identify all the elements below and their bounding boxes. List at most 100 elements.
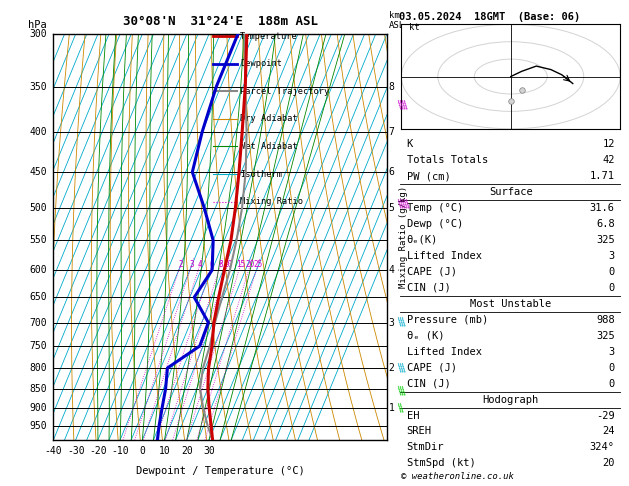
Text: 0: 0: [609, 379, 615, 389]
Text: 25: 25: [253, 260, 263, 269]
Text: 300: 300: [29, 29, 47, 39]
Text: 4: 4: [198, 260, 203, 269]
Text: 0: 0: [609, 283, 615, 293]
Text: Totals Totals: Totals Totals: [407, 155, 488, 165]
Text: 400: 400: [29, 127, 47, 137]
Text: /: /: [395, 100, 406, 111]
Text: SREH: SREH: [407, 427, 431, 436]
Text: StmDir: StmDir: [407, 442, 444, 452]
Text: CAPE (J): CAPE (J): [407, 363, 457, 373]
Text: 5: 5: [389, 203, 394, 213]
Text: /: /: [395, 317, 406, 328]
Text: 8: 8: [218, 260, 223, 269]
Text: CIN (J): CIN (J): [407, 283, 450, 293]
Text: Most Unstable: Most Unstable: [470, 299, 552, 309]
Text: 30°08'N  31°24'E  188m ASL: 30°08'N 31°24'E 188m ASL: [123, 15, 318, 28]
Text: θₑ (K): θₑ (K): [407, 330, 444, 341]
Text: Mixing Ratio: Mixing Ratio: [240, 197, 303, 206]
Text: 600: 600: [29, 265, 47, 275]
Text: θₑ(K): θₑ(K): [407, 235, 438, 245]
Text: Hodograph: Hodograph: [482, 395, 539, 404]
Text: EH: EH: [407, 411, 419, 420]
Text: 31.6: 31.6: [590, 203, 615, 213]
Text: 8: 8: [389, 82, 394, 91]
Text: 324°: 324°: [590, 442, 615, 452]
Text: /: /: [397, 362, 408, 374]
Text: -40: -40: [45, 446, 62, 456]
Text: 15: 15: [237, 260, 245, 269]
Text: 950: 950: [29, 421, 47, 432]
Text: /: /: [399, 362, 409, 374]
Text: Temp (°C): Temp (°C): [407, 203, 463, 213]
Text: /: /: [395, 362, 406, 374]
Text: PW (cm): PW (cm): [407, 171, 450, 181]
Text: 2: 2: [179, 260, 183, 269]
Text: 6: 6: [209, 260, 214, 269]
Text: 3: 3: [389, 317, 394, 328]
Text: Lifted Index: Lifted Index: [407, 347, 482, 357]
Text: /: /: [397, 317, 408, 328]
Text: /: /: [397, 402, 408, 414]
Text: Dewpoint: Dewpoint: [240, 59, 282, 68]
Text: 4: 4: [389, 265, 394, 275]
Text: hPa: hPa: [28, 20, 47, 30]
Text: 10: 10: [159, 446, 170, 456]
Text: 500: 500: [29, 203, 47, 213]
Text: /: /: [399, 385, 409, 396]
Text: CAPE (J): CAPE (J): [407, 267, 457, 277]
Text: /: /: [403, 199, 413, 210]
Text: /: /: [399, 317, 409, 328]
Text: Lifted Index: Lifted Index: [407, 251, 482, 261]
Text: Dewp (°C): Dewp (°C): [407, 219, 463, 229]
Text: kt: kt: [409, 22, 420, 32]
Text: Isotherm: Isotherm: [240, 170, 282, 178]
Text: 3: 3: [189, 260, 194, 269]
Text: 0: 0: [609, 363, 615, 373]
Text: Dewpoint / Temperature (°C): Dewpoint / Temperature (°C): [136, 466, 304, 476]
Text: 6.8: 6.8: [596, 219, 615, 229]
Text: km
ASL: km ASL: [389, 11, 404, 30]
Text: 550: 550: [29, 235, 47, 245]
Text: 3: 3: [609, 251, 615, 261]
Text: Dry Adiabat: Dry Adiabat: [240, 114, 298, 123]
Text: K: K: [407, 139, 413, 149]
Text: Pressure (mb): Pressure (mb): [407, 315, 488, 325]
Text: 6: 6: [389, 167, 394, 177]
Text: Temperature: Temperature: [240, 32, 298, 40]
Text: /: /: [397, 199, 408, 210]
Text: 7: 7: [389, 127, 394, 137]
Text: -10: -10: [111, 446, 129, 456]
Text: Mixing Ratio (g/kg): Mixing Ratio (g/kg): [399, 186, 408, 288]
Text: 2: 2: [389, 363, 394, 373]
Text: 325: 325: [596, 330, 615, 341]
Text: 1: 1: [389, 403, 394, 413]
Text: 1.71: 1.71: [590, 171, 615, 181]
Text: CIN (J): CIN (J): [407, 379, 450, 389]
Text: StmSpd (kt): StmSpd (kt): [407, 458, 476, 469]
Text: 450: 450: [29, 167, 47, 177]
Text: 800: 800: [29, 363, 47, 373]
Text: /: /: [395, 199, 406, 210]
Text: -29: -29: [596, 411, 615, 420]
Text: 0: 0: [140, 446, 145, 456]
Text: /: /: [397, 385, 408, 396]
Text: Wet Adiabat: Wet Adiabat: [240, 142, 298, 151]
Text: 750: 750: [29, 341, 47, 351]
Text: /: /: [397, 100, 408, 111]
Text: 10: 10: [223, 260, 232, 269]
Text: 650: 650: [29, 292, 47, 302]
Text: 30: 30: [203, 446, 215, 456]
Text: © weatheronline.co.uk: © weatheronline.co.uk: [401, 472, 514, 481]
Text: 20: 20: [603, 458, 615, 469]
Text: 350: 350: [29, 82, 47, 91]
Text: -30: -30: [67, 446, 84, 456]
Text: 3: 3: [609, 347, 615, 357]
Text: /: /: [401, 199, 411, 210]
Text: 03.05.2024  18GMT  (Base: 06): 03.05.2024 18GMT (Base: 06): [399, 12, 581, 22]
Text: /: /: [395, 402, 406, 414]
Text: Parcel Trajectory: Parcel Trajectory: [240, 87, 330, 96]
Text: 900: 900: [29, 403, 47, 413]
Text: 20: 20: [181, 446, 192, 456]
Text: 850: 850: [29, 383, 47, 394]
Text: /: /: [399, 199, 409, 210]
